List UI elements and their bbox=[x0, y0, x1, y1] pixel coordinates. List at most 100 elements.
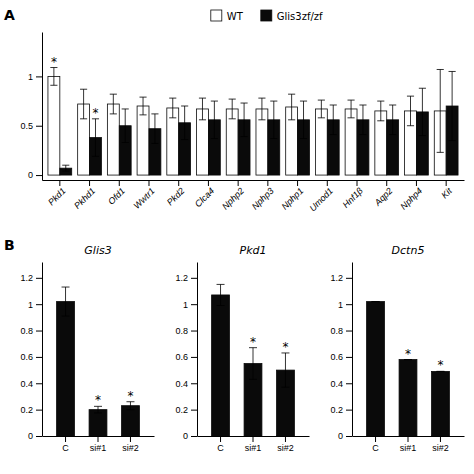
error-line bbox=[220, 284, 221, 305]
significance-star: * bbox=[127, 389, 133, 403]
error-bar bbox=[377, 101, 384, 121]
significance-star: * bbox=[282, 340, 288, 354]
y-tick: 0.8 bbox=[175, 326, 197, 336]
panel-label: B bbox=[4, 237, 15, 253]
y-tick-line bbox=[36, 410, 42, 411]
bar bbox=[122, 406, 140, 436]
error-cap bbox=[449, 140, 456, 141]
x-tick-label: si#1 bbox=[90, 443, 107, 453]
y-tick-label: 1.2 bbox=[330, 273, 343, 283]
error-line bbox=[113, 94, 114, 114]
x-tick-label: Nphp1 bbox=[280, 186, 306, 212]
y-tick-line bbox=[346, 436, 352, 437]
x-tick-line bbox=[285, 436, 286, 442]
error-cap bbox=[300, 138, 307, 139]
y-tick-label: 0.2 bbox=[175, 405, 188, 415]
y-tick-label: 1.2 bbox=[20, 273, 33, 283]
y-tick-line bbox=[36, 278, 42, 279]
legend: WTGlis3zf/zf bbox=[211, 10, 323, 22]
y-tick-line bbox=[346, 304, 352, 305]
error-bar bbox=[288, 94, 295, 120]
x-tick-line bbox=[130, 436, 131, 442]
error-cap bbox=[377, 120, 384, 121]
error-cap bbox=[377, 101, 384, 102]
error-cap bbox=[372, 301, 380, 302]
y-tick-label: 0.4 bbox=[20, 379, 33, 389]
error-line bbox=[244, 103, 245, 137]
x-tick-line bbox=[238, 180, 239, 186]
error-cap bbox=[270, 101, 277, 102]
y-tick: 0.6 bbox=[175, 352, 197, 362]
x-tick-label: Nphp3 bbox=[250, 186, 276, 212]
x-tick: Pkd1 bbox=[46, 180, 68, 207]
x-tick-line bbox=[408, 436, 409, 442]
y-tick: 0 bbox=[183, 431, 197, 441]
x-tick: si#2 bbox=[432, 436, 449, 453]
y-tick: 0.4 bbox=[175, 379, 197, 389]
error-line bbox=[452, 71, 453, 140]
x-tick: C bbox=[217, 436, 224, 453]
error-cap bbox=[449, 71, 456, 72]
error-bar bbox=[92, 119, 99, 156]
error-cap bbox=[169, 98, 176, 99]
y-axis: 00.20.40.60.811.2 bbox=[175, 263, 197, 442]
x-tick-label: Nphp2 bbox=[220, 186, 246, 212]
error-bar bbox=[437, 69, 444, 152]
error-cap bbox=[419, 135, 426, 136]
y-tick-label: 0.4 bbox=[330, 379, 343, 389]
y-tick-label: 1 bbox=[28, 72, 33, 82]
y-tick: 1.2 bbox=[330, 273, 352, 283]
error-line bbox=[422, 88, 423, 135]
chart-title: Dctn5 bbox=[392, 244, 425, 257]
panel: 00.20.40.60.811.2Csi#1si#2Pkd1** bbox=[175, 244, 309, 453]
y-tick-label: 0.8 bbox=[330, 326, 343, 336]
bar-series bbox=[367, 302, 450, 436]
x-tick: Nphp2 bbox=[220, 180, 246, 212]
error-line bbox=[273, 101, 274, 138]
bar bbox=[367, 302, 385, 436]
x-tick-label: si#1 bbox=[245, 443, 262, 453]
error-cap bbox=[126, 409, 134, 410]
error-line bbox=[232, 99, 233, 119]
error-bar bbox=[217, 284, 225, 305]
bar bbox=[89, 410, 107, 436]
error-bar bbox=[330, 105, 337, 135]
error-bar bbox=[229, 99, 236, 119]
x-tick-line bbox=[297, 180, 298, 186]
error-line bbox=[410, 96, 411, 126]
y-tick-line bbox=[346, 357, 352, 358]
y-tick: 1 bbox=[338, 300, 352, 310]
error-cap bbox=[110, 94, 117, 95]
y-tick-label: 0.6 bbox=[20, 352, 33, 362]
bar bbox=[315, 109, 327, 175]
x-tick: si#1 bbox=[245, 436, 262, 453]
x-tick-line bbox=[178, 180, 179, 186]
axis-line bbox=[352, 263, 353, 437]
error-bar bbox=[211, 101, 218, 138]
error-line bbox=[303, 101, 304, 138]
plot-area bbox=[212, 284, 295, 436]
error-line bbox=[440, 69, 441, 152]
x-tick: si#1 bbox=[400, 436, 417, 453]
error-cap bbox=[300, 101, 307, 102]
significance-star: * bbox=[51, 55, 57, 69]
error-cap bbox=[270, 138, 277, 139]
axis-line bbox=[42, 263, 43, 437]
error-line bbox=[380, 101, 381, 121]
x-tick: Hnf1β bbox=[341, 180, 365, 210]
bar bbox=[57, 302, 75, 436]
error-cap bbox=[330, 105, 337, 106]
y-tick-line bbox=[346, 383, 352, 384]
x-tick-line bbox=[208, 180, 209, 186]
error-cap bbox=[181, 139, 188, 140]
axis-line bbox=[42, 33, 43, 181]
error-cap bbox=[229, 118, 236, 119]
x-tick-label: Pkhd1 bbox=[72, 186, 97, 211]
error-bar bbox=[270, 101, 277, 138]
y-tick: 1 bbox=[28, 72, 42, 82]
bar bbox=[48, 76, 60, 175]
x-axis: Csi#1si#2 bbox=[198, 436, 310, 453]
legend-label: Glis3zf/zf bbox=[277, 11, 323, 22]
x-tick: Pkhd1 bbox=[72, 180, 97, 211]
plot-area bbox=[48, 68, 458, 176]
